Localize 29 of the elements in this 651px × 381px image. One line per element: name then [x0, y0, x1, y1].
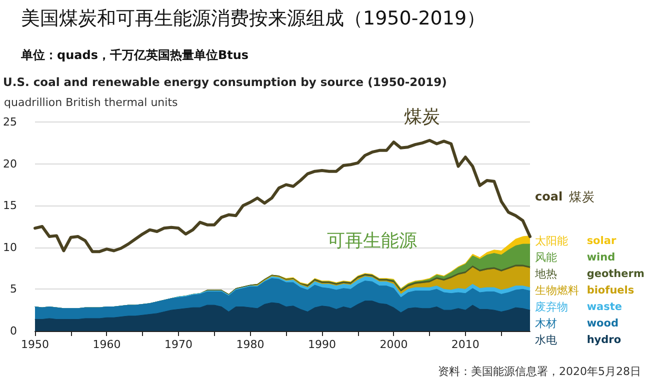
text: 风能 wind: [535, 251, 616, 264]
text: 废弃物 waste: [535, 300, 622, 314]
x-tick-label: 1980: [236, 338, 264, 351]
text: 水电 hydro: [535, 334, 622, 346]
annotation: 煤炭: [404, 106, 440, 128]
y-tick-label: 10: [2, 240, 17, 254]
chart-subtitle: 单位：quads，千万亿英国热量单位Btus: [20, 48, 249, 62]
series-label: 生物燃料 biofuels: [535, 284, 634, 297]
text: U.S. coal and renewable energy consumption by source (1950-2019): [3, 75, 447, 89]
y-axis-title: quadrillion British thermal units: [4, 96, 178, 109]
x-tick-label: 1950: [20, 338, 49, 351]
text: 太阳能 solar: [535, 234, 616, 248]
y-tick-label: 20: [2, 157, 17, 170]
y-tick-label: 25: [2, 116, 17, 128]
y-tick-label: 0: [10, 324, 17, 338]
x-tick-label: 1960: [92, 338, 121, 351]
annotation: 可再生能源: [327, 230, 417, 252]
line-series: [33, 138, 532, 254]
text: 木材 wood: [535, 317, 618, 330]
series-label: coal 煤炭: [535, 189, 596, 204]
text: 地热 geotherm: [535, 268, 644, 280]
chart-title: 美国煤炭和可再生能源消费按来源组成（1950-2019）: [21, 8, 486, 30]
y-tick-label: 5: [10, 282, 17, 296]
text: 资料：美国能源信息署，2020年5月28日: [438, 365, 642, 378]
y-tick-label: 15: [2, 199, 17, 212]
x-tick-label: 1970: [164, 338, 192, 351]
x-tick-label: 2010: [451, 338, 480, 351]
x-tick-label: 1990: [308, 338, 336, 351]
x-tick-label: 2000: [380, 338, 408, 351]
